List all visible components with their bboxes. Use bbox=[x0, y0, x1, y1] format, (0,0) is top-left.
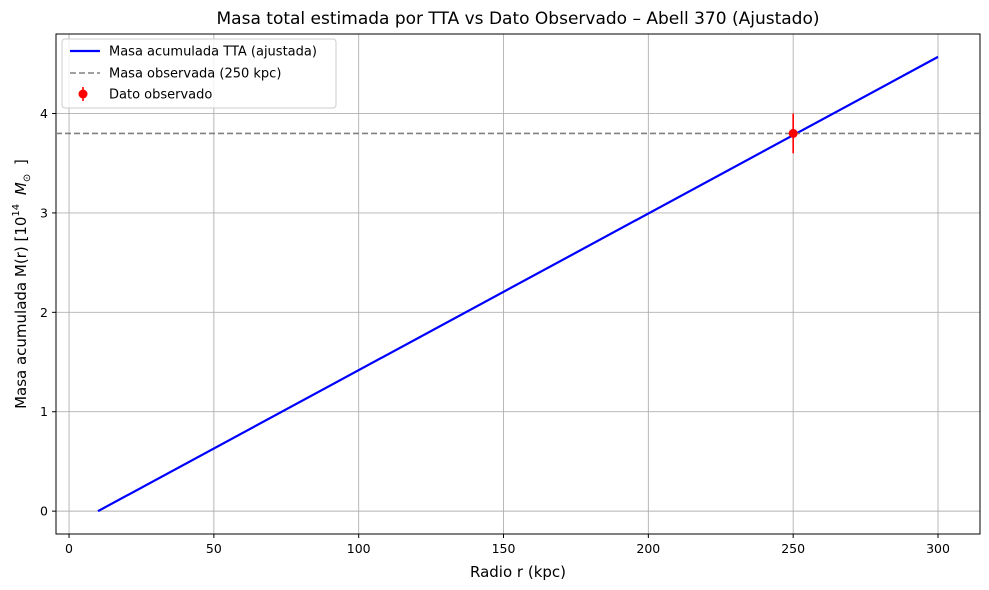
x-tick-label: 0 bbox=[65, 541, 73, 556]
y-tick-label: 2 bbox=[40, 305, 48, 320]
chart-title: Masa total estimada por TTA vs Dato Obse… bbox=[217, 9, 820, 29]
y-axis-label-prefix: Masa acumulada M(r) [10 bbox=[12, 217, 30, 409]
series-layer bbox=[56, 55, 980, 513]
x-tick-label: 100 bbox=[347, 541, 371, 556]
x-axis-label: Radio r (kpc) bbox=[470, 563, 566, 581]
legend: Masa acumulada TTA (ajustada) Masa obser… bbox=[61, 38, 337, 109]
y-axis-label-exponent: 14 bbox=[11, 204, 22, 217]
x-tick-label: 150 bbox=[492, 541, 516, 556]
legend-label-observed-mass: Masa observada (250 kpc) bbox=[109, 67, 281, 82]
legend-swatch-datapoint-marker bbox=[78, 89, 88, 99]
legend-label-tta: Masa acumulada TTA (ajustada) bbox=[109, 45, 317, 60]
plot-area-frame bbox=[55, 33, 981, 535]
y-axis-label-suffix: ] bbox=[12, 159, 30, 165]
y-tick-label: 4 bbox=[40, 106, 48, 121]
y-tick-label: 1 bbox=[40, 404, 48, 419]
observed-datapoint-marker bbox=[788, 128, 798, 138]
y-tick-label: 3 bbox=[40, 205, 48, 220]
x-axis-ticks: 0 50 100 150 200 250 300 bbox=[65, 534, 950, 556]
legend-label-datapoint: Dato observado bbox=[109, 88, 212, 103]
legend-frame bbox=[61, 38, 337, 109]
y-tick-label: 0 bbox=[40, 504, 48, 519]
y-axis-label-unit-symbol: M bbox=[12, 182, 30, 195]
y-axis-label-unit-subscript: ⊙ bbox=[22, 174, 33, 182]
tta-mass-line bbox=[97, 55, 939, 513]
x-tick-label: 300 bbox=[926, 541, 950, 556]
y-axis-label: Masa acumulada M(r) [1014 M⊙ ] bbox=[11, 159, 33, 409]
x-tick-label: 200 bbox=[636, 541, 660, 556]
y-axis-ticks: 0 1 2 3 4 bbox=[40, 106, 56, 519]
x-tick-label: 250 bbox=[781, 541, 805, 556]
x-tick-label: 50 bbox=[206, 541, 222, 556]
